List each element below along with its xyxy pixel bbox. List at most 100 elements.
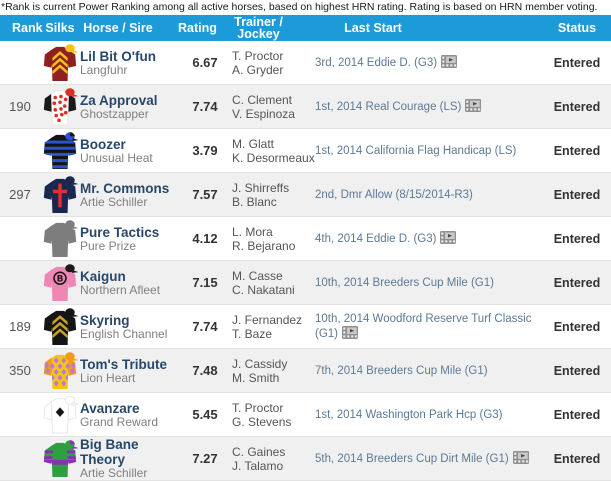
last-start-cell: 10th, 2014 Woodford Reserve Turf Classic… bbox=[315, 312, 543, 341]
jockey-name: R. Bejarano bbox=[232, 238, 296, 253]
last-start-link[interactable]: 10th, 2014 Woodford Reserve Turf Classic… bbox=[315, 313, 532, 340]
jockey-silks-icon bbox=[43, 131, 79, 169]
last-start-link[interactable]: 4th, 2014 Eddie D. (G3) bbox=[315, 233, 437, 245]
race-video-icon[interactable] bbox=[440, 231, 457, 244]
sire-name: Artie Schiller bbox=[80, 194, 148, 209]
rank-footnote: *Rank is current Power Ranking among all… bbox=[1, 1, 598, 13]
trainer-jockey-cell: C. Gaines J. Talamo bbox=[232, 445, 315, 473]
column-header-rank: Rank bbox=[12, 20, 43, 35]
rating-value: 7.57 bbox=[192, 187, 218, 202]
rating-value: 7.74 bbox=[192, 99, 218, 114]
last-start-cell: 5th, 2014 Breeders Cup Dirt Mile (G1) bbox=[315, 451, 543, 466]
trainer-jockey-cell: C. Clement V. Espinoza bbox=[232, 93, 315, 121]
status-badge: Entered bbox=[553, 187, 601, 202]
table-row: 297 Mr. Commons Artie Schiller 7.57 J. Shir… bbox=[0, 173, 611, 217]
rankings-table: Rank Silks Horse / Sire Rating Trainer /… bbox=[0, 15, 611, 481]
last-start-link[interactable]: 1st, 2014 Washington Park Hcp (G3) bbox=[315, 408, 503, 421]
sire-name: Langfuhr bbox=[80, 62, 128, 77]
jockey-silks-icon bbox=[43, 395, 79, 433]
horse-sire-cell: Kaigun Northern Afleet bbox=[80, 269, 178, 297]
column-header-silks: Silks bbox=[45, 20, 75, 35]
trainer-name: J. Shirreffs bbox=[232, 180, 290, 195]
status-badge: Entered bbox=[553, 363, 601, 378]
trainer-jockey-cell: J. Fernandez T. Baze bbox=[232, 313, 315, 341]
table-row: 350 Tom's Tribute Lion Heart 7.48 J. Cassid… bbox=[0, 349, 611, 393]
table-row: Big Bane Theory Artie Schiller 7.27 C. Gain… bbox=[0, 437, 611, 481]
last-start-link[interactable]: 1st, 2014 California Flag Handicap (LS) bbox=[315, 144, 517, 157]
silks-cell bbox=[40, 393, 80, 437]
status-badge: Entered bbox=[553, 407, 601, 422]
trainer-name: C. Clement bbox=[232, 92, 293, 107]
last-start-cell: 1st, 2014 Washington Park Hcp (G3) bbox=[315, 408, 543, 422]
column-header-trainer-jockey: Trainer / Jockey bbox=[234, 14, 283, 41]
sire-name: English Channel bbox=[80, 326, 168, 341]
horse-name-link[interactable]: Za Approval bbox=[80, 92, 158, 108]
sire-name: Unusual Heat bbox=[80, 150, 153, 165]
horse-sire-cell: Skyring English Channel bbox=[80, 313, 178, 341]
horse-name-link[interactable]: Skyring bbox=[80, 312, 130, 328]
horse-name-link[interactable]: Pure Tactics bbox=[80, 224, 160, 240]
rating-value: 3.79 bbox=[192, 143, 218, 158]
last-start-link[interactable]: 3rd, 2014 Eddie D. (G3) bbox=[315, 57, 438, 69]
column-header-status: Status bbox=[557, 20, 597, 35]
horse-name-link[interactable]: Lil Bit O'fun bbox=[80, 48, 156, 64]
trainer-name: T. Proctor bbox=[232, 400, 284, 415]
table-row: Lil Bit O'fun Langfuhr 6.67 T. Proctor A. Gr… bbox=[0, 41, 611, 85]
race-video-icon[interactable] bbox=[465, 99, 482, 112]
rank-value: 350 bbox=[9, 363, 31, 378]
jockey-silks-icon bbox=[43, 307, 79, 345]
horse-sire-cell: Avanzare Grand Reward bbox=[80, 401, 178, 429]
trainer-jockey-cell: J. Shirreffs B. Blanc bbox=[232, 181, 315, 209]
last-start-link[interactable]: 10th, 2014 Breeders Cup Mile (G1) bbox=[315, 276, 494, 289]
horse-name-link[interactable]: Tom's Tribute bbox=[80, 356, 167, 372]
horse-sire-cell: Lil Bit O'fun Langfuhr bbox=[80, 49, 178, 77]
rating-value: 7.74 bbox=[192, 319, 218, 334]
horse-name-link[interactable]: Kaigun bbox=[80, 268, 126, 284]
horse-name-link[interactable]: Big Bane Theory bbox=[80, 437, 139, 467]
status-badge: Entered bbox=[553, 451, 601, 466]
trainer-name: J. Cassidy bbox=[232, 356, 288, 371]
race-video-icon[interactable] bbox=[441, 55, 458, 68]
trainer-jockey-cell: M. Casse C. Nakatani bbox=[232, 269, 315, 297]
table-row: Boozer Unusual Heat 3.79 M. Glatt K. Desorme… bbox=[0, 129, 611, 173]
last-start-cell: 4th, 2014 Eddie D. (G3) bbox=[315, 231, 543, 246]
jockey-name: K. Desormeaux bbox=[232, 150, 315, 165]
race-video-icon[interactable] bbox=[512, 451, 529, 464]
last-start-link[interactable]: 2nd, Dmr Allow (8/15/2014-R3) bbox=[315, 188, 473, 201]
status-badge: Entered bbox=[553, 231, 601, 246]
sire-name: Lion Heart bbox=[80, 370, 136, 385]
horse-sire-cell: Mr. Commons Artie Schiller bbox=[80, 181, 178, 209]
last-start-link[interactable]: 5th, 2014 Breeders Cup Dirt Mile (G1) bbox=[315, 453, 509, 465]
horse-sire-cell: Pure Tactics Pure Prize bbox=[80, 225, 178, 253]
horse-name-link[interactable]: Boozer bbox=[80, 136, 126, 152]
sire-name: Ghostzapper bbox=[80, 106, 149, 121]
rank-value: 189 bbox=[9, 319, 31, 334]
trainer-jockey-cell: M. Glatt K. Desormeaux bbox=[232, 137, 315, 165]
horse-name-link[interactable]: Mr. Commons bbox=[80, 180, 170, 196]
column-header-last-start: Last Start bbox=[344, 20, 402, 35]
last-start-link[interactable]: 1st, 2014 Real Courage (LS) bbox=[315, 101, 462, 113]
silks-cell bbox=[40, 173, 80, 217]
trainer-jockey-cell: T. Proctor A. Gryder bbox=[232, 49, 315, 77]
last-start-cell: 1st, 2014 California Flag Handicap (LS) bbox=[315, 144, 543, 158]
trainer-name: C. Gaines bbox=[232, 444, 286, 459]
rating-value: 5.45 bbox=[192, 407, 218, 422]
sire-name: Northern Afleet bbox=[80, 282, 161, 297]
last-start-cell: 3rd, 2014 Eddie D. (G3) bbox=[315, 55, 543, 70]
horse-name-link[interactable]: Avanzare bbox=[80, 400, 140, 416]
jockey-silks-icon bbox=[43, 351, 79, 389]
last-start-cell: 7th, 2014 Breeders Cup Mile (G1) bbox=[315, 364, 543, 378]
trainer-name: T. Proctor bbox=[232, 48, 284, 63]
jockey-name: A. Gryder bbox=[232, 62, 284, 77]
rank-value: 297 bbox=[9, 187, 31, 202]
status-badge: Entered bbox=[553, 99, 601, 114]
rating-value: 7.27 bbox=[192, 451, 218, 466]
jockey-name: V. Espinoza bbox=[232, 106, 295, 121]
race-video-icon[interactable] bbox=[342, 326, 358, 339]
jockey-silks-icon bbox=[43, 175, 79, 213]
sire-name: Grand Reward bbox=[80, 414, 159, 429]
table-body: Lil Bit O'fun Langfuhr 6.67 T. Proctor A. Gr… bbox=[0, 41, 611, 481]
last-start-link[interactable]: 7th, 2014 Breeders Cup Mile (G1) bbox=[315, 364, 488, 377]
status-badge: Entered bbox=[553, 319, 601, 334]
